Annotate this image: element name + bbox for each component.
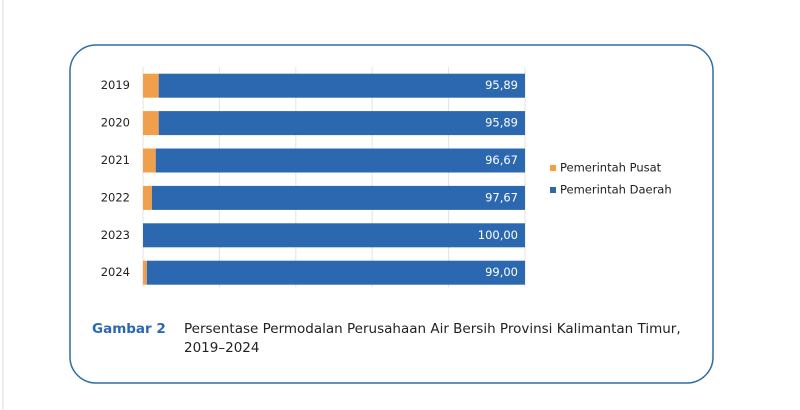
legend-swatch [550, 187, 556, 193]
bar-segment [143, 223, 525, 248]
bar-segment [146, 260, 525, 285]
caption-text: Persentase Permodalan Perusahaan Air Ber… [184, 321, 681, 356]
y-tick-label: 2020 [101, 116, 130, 130]
caption-label: Gambar 2 [92, 321, 166, 337]
value-label: 95,89 [485, 116, 518, 130]
bar-segment [143, 111, 159, 136]
bar-segment [155, 148, 526, 173]
bar-segment [143, 148, 156, 173]
y-tick-label: 2022 [101, 190, 130, 204]
value-label: 100,00 [478, 228, 518, 242]
caption: Gambar 2 Persentase Permodalan Perusahaa… [92, 320, 692, 358]
bar-segment [158, 111, 525, 136]
legend-swatch [550, 165, 556, 171]
value-label: 96,67 [485, 153, 518, 167]
value-label: 95,89 [485, 78, 518, 92]
figure-frame [69, 44, 714, 384]
bar-segment [158, 73, 525, 98]
bar-segment [143, 260, 147, 285]
value-label: 99,00 [485, 265, 518, 279]
bar-segment [143, 73, 159, 98]
y-tick-label: 2019 [101, 78, 130, 92]
y-tick-label: 2021 [101, 153, 130, 167]
bar-segment [143, 185, 152, 210]
value-label: 97,67 [485, 190, 518, 204]
y-tick-label: 2024 [101, 265, 130, 279]
legend-label: Pemerintah Pusat [560, 161, 662, 175]
y-tick-label: 2023 [101, 228, 130, 242]
bar-segment [151, 185, 525, 210]
legend-label: Pemerintah Daerah [560, 183, 672, 197]
